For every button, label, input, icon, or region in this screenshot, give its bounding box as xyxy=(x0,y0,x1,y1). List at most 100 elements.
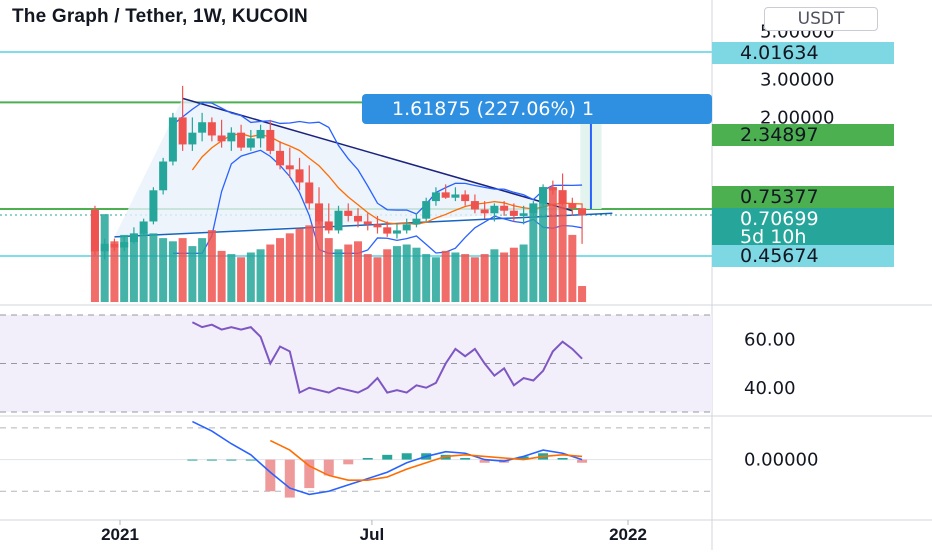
candle-body xyxy=(237,132,246,148)
volume-bar xyxy=(149,233,158,302)
volume-bar xyxy=(246,252,255,302)
candle-body xyxy=(470,201,479,210)
volume-bar xyxy=(90,214,99,302)
volume-bar xyxy=(402,244,411,302)
candle-body xyxy=(383,227,392,234)
candle-body xyxy=(168,117,177,162)
macd-histogram-bar xyxy=(382,454,393,460)
macd-histogram-bar xyxy=(362,458,373,460)
price-label-hline-top: 4.01634 xyxy=(712,42,894,64)
volume-bar xyxy=(383,249,392,302)
candle-body xyxy=(90,209,99,252)
volume-bar xyxy=(480,254,489,302)
volume-bar xyxy=(373,257,382,302)
candle-body xyxy=(334,210,343,231)
volume-bar xyxy=(519,244,528,302)
candle-body xyxy=(315,203,324,222)
candle-body xyxy=(353,215,362,222)
candle-body xyxy=(392,230,401,234)
candle-body xyxy=(295,169,304,183)
candle-body xyxy=(178,117,187,145)
volume-bar xyxy=(198,238,207,302)
candle-body xyxy=(558,190,567,204)
rsi-axis-tick: 60.00 xyxy=(744,329,796,350)
candle-body xyxy=(344,210,353,216)
volume-bar xyxy=(110,241,119,302)
volume-bar xyxy=(441,250,450,302)
candle-body xyxy=(373,224,382,228)
volume-bar xyxy=(266,244,275,302)
macd-histogram-bar xyxy=(460,458,471,460)
candle-body xyxy=(110,243,119,248)
volume-bar xyxy=(285,233,294,302)
volume-bar xyxy=(227,254,236,302)
volume-bar xyxy=(305,225,314,302)
candle-body xyxy=(509,210,518,216)
volume-bar xyxy=(276,238,285,302)
volume-bar xyxy=(392,246,401,302)
volume-bar xyxy=(558,190,567,302)
measure-label[interactable]: 1.61875 (227.06%) 1 xyxy=(362,94,712,124)
candle-body xyxy=(256,129,265,139)
volume-bar xyxy=(237,257,246,302)
candle-body xyxy=(305,182,314,204)
volume-bar xyxy=(568,234,577,302)
volume-bar xyxy=(324,238,333,302)
volume-bar xyxy=(159,238,168,302)
candle-body xyxy=(519,213,528,216)
candle-body xyxy=(139,221,148,234)
volume-bar xyxy=(295,228,304,302)
x-axis-tick-label: 2022 xyxy=(609,525,647,544)
candle-body xyxy=(324,221,333,231)
candle-body xyxy=(568,203,577,209)
candle-body xyxy=(266,129,275,151)
candle-body xyxy=(129,233,138,243)
chart-title: The Graph / Tether, 1W, KUCOIN xyxy=(12,6,308,27)
signal-line xyxy=(269,439,583,481)
volume-bar xyxy=(509,247,518,302)
macd-histogram-bar xyxy=(206,459,217,461)
candle-body xyxy=(149,190,158,222)
volume-bar xyxy=(217,250,226,302)
macd-histogram-bar xyxy=(577,459,588,463)
macd-line xyxy=(192,420,583,496)
candle-body xyxy=(461,194,470,202)
candle-body xyxy=(402,224,411,231)
price-label-countdown: 5d 10h xyxy=(712,226,894,248)
macd-histogram-bar xyxy=(245,459,256,461)
candle-body xyxy=(276,150,285,166)
macd-histogram-bar xyxy=(323,459,334,476)
candle-body xyxy=(431,192,440,202)
volume-bar xyxy=(461,254,470,302)
volume-bar xyxy=(578,286,587,302)
macd-histogram-bar xyxy=(304,459,315,489)
volume-bar xyxy=(422,254,431,302)
candle-body xyxy=(480,209,489,214)
macd-histogram-bar xyxy=(226,459,237,461)
candle-body xyxy=(120,242,129,248)
macd-histogram-bar xyxy=(187,459,198,461)
volume-bar xyxy=(188,246,197,302)
macd-histogram-bar xyxy=(284,459,295,498)
candle-body xyxy=(188,132,197,145)
volume-bar xyxy=(120,234,129,302)
rsi-line xyxy=(191,321,583,395)
trendline-upper xyxy=(182,97,573,212)
price-label-entry: 0.75377 xyxy=(712,186,894,208)
price-label-hline-bottom: 0.45674 xyxy=(712,245,894,267)
candle-body xyxy=(207,122,216,136)
candle-body xyxy=(246,138,255,148)
candle-body xyxy=(578,208,587,216)
volume-bar xyxy=(431,257,440,302)
currency-button[interactable]: USDT xyxy=(764,7,878,31)
bollinger-upper xyxy=(172,101,583,215)
candle-body xyxy=(539,187,548,204)
macd-histogram-bar xyxy=(518,456,529,460)
candle-body xyxy=(227,132,236,142)
volume-bar xyxy=(490,249,499,302)
price-label-current: 0.70699 xyxy=(712,208,894,230)
price-axis-tick: 2.00000 xyxy=(760,107,834,128)
candle-body xyxy=(412,218,421,225)
